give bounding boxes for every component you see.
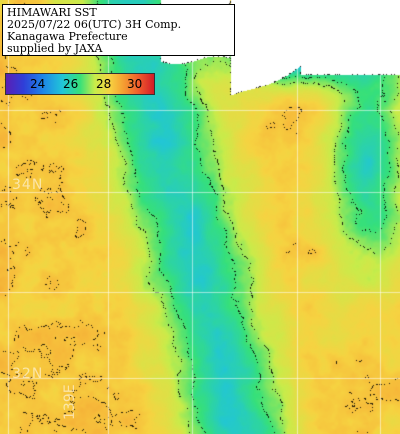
temperature-legend: 24 26 28 30 [5, 73, 155, 95]
longitude-label-139e: 139E [62, 384, 78, 420]
title-line-2: 2025/07/22 06(UTC) 3H Comp. [7, 18, 182, 31]
legend-tick-28: 28 [96, 77, 112, 91]
legend-tick-26: 26 [63, 77, 79, 91]
latitude-label-32n: 32N [12, 366, 44, 382]
latitude-label-34n: 34N [12, 177, 44, 193]
title-box: HIMAWARI SST 2025/07/22 06(UTC) 3H Comp.… [2, 4, 235, 56]
title-line-1: HIMAWARI SST [7, 6, 97, 19]
legend-tick-24: 24 [30, 77, 46, 91]
title-line-3: Kanagawa Prefecture [7, 30, 128, 43]
legend-tick-30: 30 [127, 77, 143, 91]
title-line-4: supplied by JAXA [7, 42, 103, 55]
